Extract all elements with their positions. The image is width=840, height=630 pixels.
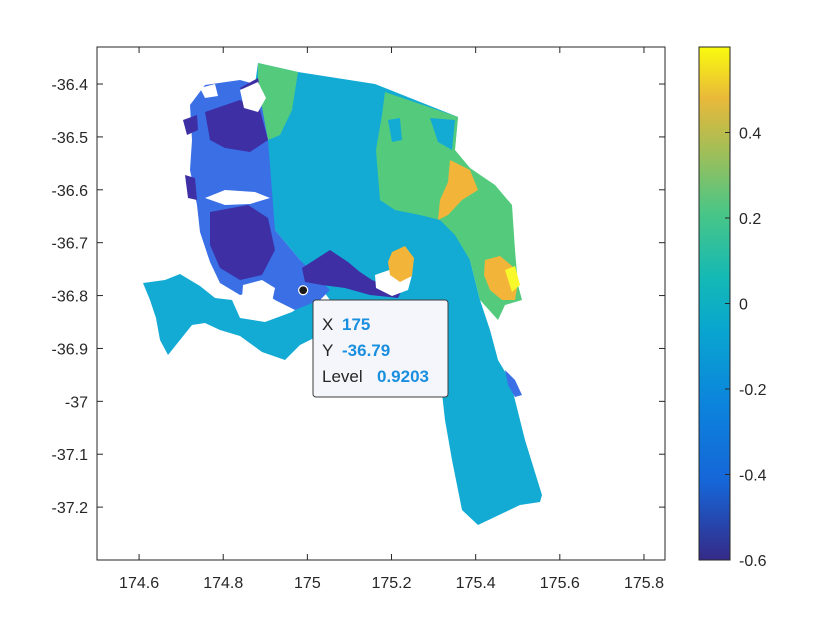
datatip-marker[interactable] [298, 285, 309, 296]
x-tick-label: 174.8 [203, 575, 243, 592]
x-tick-label: 175.8 [624, 575, 664, 592]
colorbar-gradient [698, 46, 731, 561]
colorbar-tick-label: 0.2 [739, 211, 761, 228]
region-yellow-1 [505, 266, 520, 292]
datatip-level-label: Level [322, 367, 363, 386]
colorbar-tick-label: -0.4 [739, 468, 767, 485]
region-deep-blue-1 [205, 100, 268, 152]
region-island-2 [205, 190, 270, 205]
datatip-box [312, 299, 449, 398]
y-tick-label: -36.8 [52, 289, 89, 306]
x-tick-label: 175.6 [540, 575, 580, 592]
region-blue-coast [505, 370, 522, 397]
region-deep-blue-3 [185, 175, 197, 200]
x-ticks: 174.6 174.8 175 175.2 175.4 175.6 175.8 [119, 47, 664, 592]
y-tick-label: -36.5 [52, 130, 89, 147]
contour-map [143, 63, 542, 525]
x-tick-label: 175 [294, 575, 321, 592]
colorbar-tick-label: 0 [739, 297, 748, 314]
colorbar-tick-label: 0.4 [739, 126, 761, 143]
colorbar: 0.4 0.2 0 -0.2 -0.4 -0.6 [698, 46, 767, 570]
datatip-y-value: -36.79 [342, 341, 390, 360]
region-island-5 [200, 84, 218, 98]
x-tick-label: 175.4 [456, 575, 496, 592]
region-orange-3 [484, 256, 518, 300]
datatip-x-label: X [322, 315, 333, 334]
colorbar-tick-label: -0.6 [739, 553, 767, 570]
x-tick-label: 175.2 [371, 575, 411, 592]
region-cyan-island [430, 118, 455, 150]
region-western-harbour [143, 274, 332, 360]
colorbar-ticks: 0.4 0.2 0 -0.2 -0.4 -0.6 [725, 126, 767, 570]
y-ticks: -36.4 -36.5 -36.6 -36.7 -36.8 -36.9 -37 -37.1 -3… [52, 77, 665, 517]
y-tick-label: -37 [65, 394, 88, 411]
datatip-level-value: 0.9203 [377, 367, 429, 386]
region-orange-2 [388, 246, 414, 282]
region-green-north [258, 63, 298, 140]
region-deep-blue-4 [183, 115, 198, 135]
y-tick-label: -36.6 [52, 183, 89, 200]
x-tick-label: 174.6 [119, 575, 159, 592]
y-tick-label: -36.4 [52, 77, 89, 94]
y-tick-label: -36.7 [52, 236, 89, 253]
plot-area: -36.4 -36.5 -36.6 -36.7 -36.8 -36.9 -37 -37.1 -3… [52, 46, 666, 592]
region-orange-1 [438, 160, 478, 220]
datatip-y-label: Y [322, 341, 333, 360]
colorbar-tick-label: -0.2 [739, 382, 767, 399]
region-cyan-spot [388, 118, 402, 142]
y-tick-label: -36.9 [52, 341, 89, 358]
region-island-1 [240, 82, 266, 112]
y-tick-label: -37.2 [52, 500, 89, 517]
region-deep-blue-2 [210, 205, 275, 280]
datatip[interactable]: X 175 Y -36.79 Level 0.9203 [298, 285, 449, 398]
axes-box [96, 46, 666, 561]
region-island-3 [242, 280, 275, 306]
y-tick-label: -37.1 [52, 447, 89, 464]
datatip-x-value: 175 [342, 315, 370, 334]
